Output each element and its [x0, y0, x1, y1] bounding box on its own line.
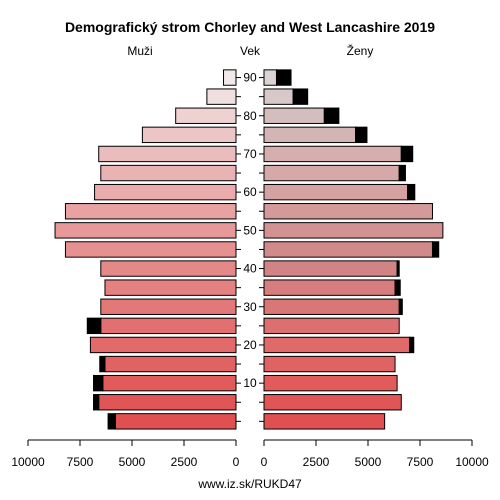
female-excess-70-74 — [400, 145, 414, 163]
x-tick-label-male-0: 0 — [233, 455, 240, 469]
female-bar-25-29 — [263, 317, 400, 335]
chart-title: Demografický strom Chorley and West Lanc… — [65, 19, 435, 35]
source-label: www.iz.sk/RUKD47 — [197, 477, 302, 491]
female-bar-80-84 — [263, 107, 325, 124]
x-tick-label-7: 7500 — [407, 455, 434, 469]
male-label: Muži — [127, 44, 152, 58]
female-excess-30-34 — [398, 298, 403, 315]
age-tick-label-30: 30 — [243, 300, 257, 314]
female-excess-35-39 — [394, 279, 401, 296]
male-bar-10-14 — [102, 374, 237, 392]
female-excess-45-49 — [431, 241, 440, 258]
male-bar-90+ — [223, 69, 237, 86]
bars-group — [54, 69, 444, 430]
x-tick-label-female-0: 0 — [261, 455, 268, 469]
male-bar-35-39 — [104, 279, 237, 296]
female-bar-85-89 — [263, 88, 294, 105]
age-tick-label-40: 40 — [243, 262, 257, 276]
male-bar-55-59 — [64, 203, 237, 220]
x-tick-label-5: 2500 — [303, 455, 330, 469]
female-bar-0-4 — [263, 413, 386, 430]
age-tick-label-90: 90 — [243, 71, 257, 85]
female-excess-65-69 — [398, 164, 406, 182]
female-bar-5-9 — [263, 394, 402, 411]
female-bar-60-64 — [263, 183, 409, 201]
male-bar-0-4 — [114, 413, 237, 430]
female-excess-90+ — [275, 69, 292, 86]
age-tick-label-20: 20 — [243, 338, 257, 352]
x-tick-label-8: 10000 — [455, 455, 489, 469]
male-bar-15-19 — [104, 355, 237, 373]
male-bar-70-74 — [98, 145, 237, 163]
female-bar-70-74 — [263, 145, 402, 163]
male-bar-50-54 — [54, 222, 237, 239]
female-label: Ženy — [347, 43, 374, 58]
female-bar-65-69 — [263, 164, 400, 182]
male-excess-10-14 — [93, 374, 104, 392]
male-excess-25-29 — [86, 317, 102, 335]
male-bar-20-24 — [89, 336, 237, 354]
female-bar-15-19 — [263, 355, 396, 373]
male-bar-40-44 — [100, 260, 237, 277]
female-bar-30-34 — [263, 298, 400, 315]
x-tick-label-3: 2500 — [171, 455, 198, 469]
x-tick-label-6: 5000 — [355, 455, 382, 469]
female-excess-80-84 — [323, 107, 340, 124]
male-bar-5-9 — [98, 394, 237, 411]
age-tick-label-10: 10 — [243, 376, 257, 390]
female-bar-50-54 — [263, 222, 444, 239]
female-bar-35-39 — [263, 279, 396, 296]
female-bar-45-49 — [263, 241, 433, 258]
male-bar-85-89 — [206, 88, 237, 105]
male-bar-45-49 — [64, 241, 237, 258]
male-bar-25-29 — [100, 317, 237, 335]
age-axis-label: Vek — [240, 44, 261, 58]
male-bar-75-79 — [141, 126, 237, 144]
age-tick-label-80: 80 — [243, 109, 257, 123]
male-excess-5-9 — [93, 394, 100, 411]
female-bar-40-44 — [263, 260, 398, 277]
male-excess-15-19 — [99, 355, 106, 373]
male-bar-60-64 — [94, 183, 237, 201]
female-excess-20-24 — [409, 336, 415, 354]
age-tick-label-60: 60 — [243, 185, 257, 199]
female-bar-90+ — [263, 69, 277, 86]
x-tick-label-2: 5000 — [119, 455, 146, 469]
age-tick-label-50: 50 — [243, 223, 257, 237]
age-tick-label-70: 70 — [243, 147, 257, 161]
female-excess-75-79 — [355, 126, 368, 144]
male-excess-0-4 — [107, 413, 116, 430]
male-bar-30-34 — [100, 298, 237, 315]
female-bar-55-59 — [263, 203, 433, 220]
female-excess-60-64 — [407, 183, 416, 201]
female-bar-75-79 — [263, 126, 357, 144]
female-bar-20-24 — [263, 336, 411, 354]
x-tick-label-0: 10000 — [11, 455, 45, 469]
male-bar-80-84 — [175, 107, 237, 124]
male-bar-65-69 — [100, 164, 237, 182]
axes-group: 10 20 30 40 50 60 70 80 90 10000 7500 5000 2500 0 0 250… — [11, 71, 489, 469]
x-tick-label-1: 7500 — [67, 455, 94, 469]
female-excess-85-89 — [292, 88, 309, 105]
female-bar-10-14 — [263, 374, 398, 392]
female-excess-40-44 — [396, 260, 400, 277]
